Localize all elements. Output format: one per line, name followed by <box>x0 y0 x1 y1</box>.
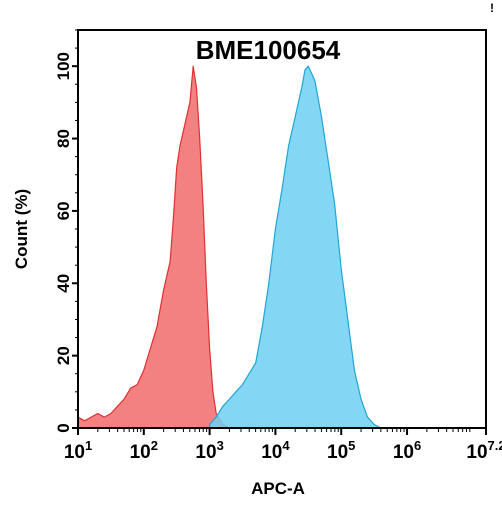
y-tick-label: 40 <box>54 274 73 293</box>
chart-title: BME100654 <box>196 35 341 65</box>
y-tick-label: 20 <box>54 346 73 365</box>
y-tick-label: 60 <box>54 201 73 220</box>
x-tick-label: 107.2 <box>466 438 502 463</box>
histogram-series-2 <box>209 65 382 429</box>
axes-layer: 0 20 40 60 80 100 101 102 103 104 105 106 107.2 <box>54 29 502 463</box>
x-tick-label: 105 <box>327 438 355 463</box>
plot-layer <box>77 65 382 429</box>
x-tick-label: 101 <box>64 438 92 463</box>
y-tick-label: 80 <box>54 129 73 148</box>
y-tick-label: 100 <box>54 52 73 80</box>
x-tick-label: 106 <box>393 438 421 463</box>
x-tick-label: 104 <box>261 438 290 463</box>
y-tick-label: 0 <box>54 423 73 432</box>
x-axis-label: APC-A <box>251 479 305 498</box>
x-tick-label: 102 <box>130 438 158 463</box>
y-axis-label: Count (%) <box>12 189 31 269</box>
histogram-series-1 <box>77 65 230 429</box>
top-right-mark: ! <box>490 1 494 15</box>
x-tick-label: 103 <box>195 438 223 463</box>
